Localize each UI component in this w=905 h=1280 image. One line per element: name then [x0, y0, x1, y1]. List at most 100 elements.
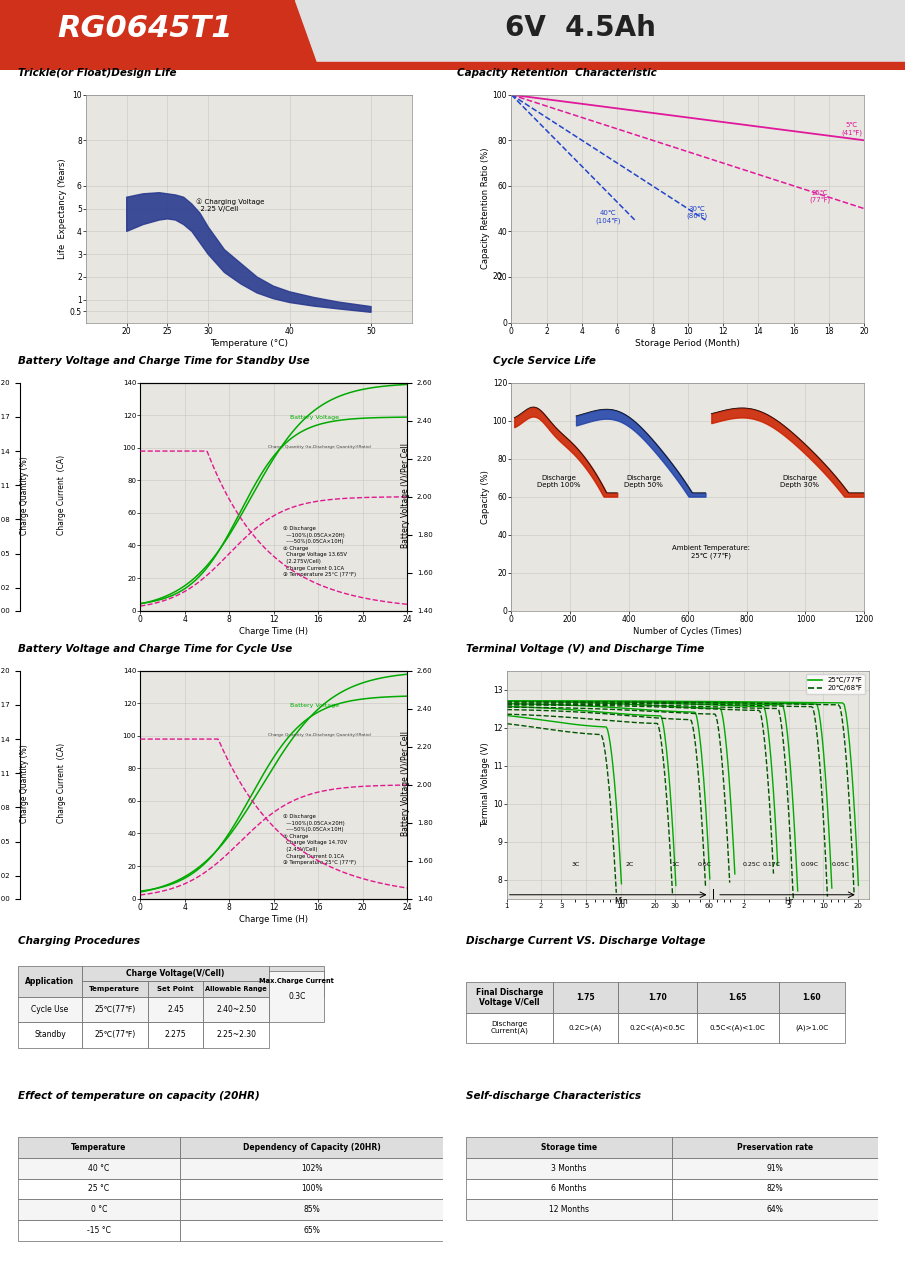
- Text: 0 °C: 0 °C: [90, 1204, 107, 1215]
- Y-axis label: Capacity Retention Ratio (%): Capacity Retention Ratio (%): [481, 148, 490, 269]
- Bar: [672, 1138, 878, 1158]
- Text: Hr: Hr: [785, 897, 794, 906]
- Bar: [18, 1138, 180, 1158]
- Text: 40℃
(104℉): 40℃ (104℉): [595, 210, 621, 224]
- Text: Charge Quantity (to-Discharge Quantity)(Ratio): Charge Quantity (to-Discharge Quantity)(…: [268, 733, 371, 737]
- Text: 2.45: 2.45: [167, 1005, 184, 1014]
- Text: Charge Quantity (to-Discharge Quantity)(Ratio): Charge Quantity (to-Discharge Quantity)(…: [268, 445, 371, 449]
- Text: Discharge
Current(A): Discharge Current(A): [491, 1021, 529, 1034]
- Text: 100%: 100%: [300, 1184, 322, 1193]
- Text: 6 Months: 6 Months: [551, 1184, 586, 1193]
- Text: Charging Procedures: Charging Procedures: [18, 936, 140, 946]
- Bar: [148, 1023, 203, 1048]
- Text: 20: 20: [493, 273, 502, 282]
- Text: 0.6C: 0.6C: [698, 863, 712, 868]
- Text: Set Point: Set Point: [157, 986, 194, 992]
- Text: -15 °C: -15 °C: [87, 1226, 110, 1235]
- Text: 85%: 85%: [303, 1204, 320, 1215]
- Text: 0.17C: 0.17C: [762, 863, 780, 868]
- Text: Ambient Temperature:
25℃ (77℉): Ambient Temperature: 25℃ (77℉): [672, 545, 750, 559]
- Text: 0.25C: 0.25C: [742, 863, 760, 868]
- Bar: [269, 972, 324, 1023]
- Bar: [18, 1158, 180, 1179]
- Bar: [18, 1199, 180, 1220]
- Text: 1.65: 1.65: [729, 993, 748, 1002]
- Bar: [466, 1012, 553, 1043]
- X-axis label: Storage Period (Month): Storage Period (Month): [635, 338, 740, 347]
- Text: 1C: 1C: [671, 863, 680, 868]
- Text: Effect of temperature on capacity (20HR): Effect of temperature on capacity (20HR): [18, 1091, 260, 1101]
- Text: 0.05C: 0.05C: [832, 863, 850, 868]
- Text: Storage time: Storage time: [541, 1143, 597, 1152]
- Bar: [697, 982, 779, 1012]
- Bar: [18, 1179, 180, 1199]
- Bar: [18, 1220, 180, 1240]
- Text: Capacity Retention  Characteristic: Capacity Retention Characteristic: [457, 68, 657, 78]
- Bar: [81, 966, 269, 982]
- Text: 12 Months: 12 Months: [549, 1204, 589, 1215]
- Bar: [466, 1199, 672, 1220]
- Bar: [0, 63, 905, 70]
- Bar: [180, 1220, 443, 1240]
- Bar: [466, 1138, 672, 1158]
- Text: 0.5C<(A)<1.0C: 0.5C<(A)<1.0C: [710, 1024, 766, 1030]
- Bar: [466, 982, 553, 1012]
- Text: 3C: 3C: [571, 863, 579, 868]
- Text: 91%: 91%: [767, 1164, 784, 1172]
- Text: 2.275: 2.275: [165, 1030, 186, 1039]
- Text: Battery Voltage (V)/Per Cell: Battery Voltage (V)/Per Cell: [401, 731, 410, 836]
- Text: Terminal Voltage (V) and Discharge Time: Terminal Voltage (V) and Discharge Time: [466, 644, 704, 654]
- Bar: [203, 982, 269, 997]
- Bar: [180, 1158, 443, 1179]
- Bar: [81, 1023, 148, 1048]
- Text: Cycle Service Life: Cycle Service Life: [493, 356, 596, 366]
- Text: ① Discharge
  —100%(0.05CA×20H)
  ----50%(0.05CA×10H)
② Charge
  Charge Voltage : ① Discharge —100%(0.05CA×20H) ----50%(0.…: [282, 526, 356, 577]
- Text: Self-discharge Characteristics: Self-discharge Characteristics: [466, 1091, 641, 1101]
- Text: Application: Application: [25, 977, 74, 986]
- Text: Discharge
Depth 30%: Discharge Depth 30%: [780, 475, 819, 488]
- Bar: [180, 1199, 443, 1220]
- Text: 25 °C: 25 °C: [89, 1184, 110, 1193]
- Bar: [180, 1138, 443, 1158]
- Text: Standby: Standby: [34, 1030, 66, 1039]
- Bar: [466, 1179, 672, 1199]
- Text: Charge Quantity (%): Charge Quantity (%): [20, 456, 29, 535]
- Text: 102%: 102%: [300, 1164, 322, 1172]
- Text: Charge Current  (CA): Charge Current (CA): [57, 744, 66, 823]
- X-axis label: Charge Time (H): Charge Time (H): [239, 626, 309, 635]
- Text: Battery Voltage (V)/Per Cell: Battery Voltage (V)/Per Cell: [401, 443, 410, 548]
- Text: Cycle Use: Cycle Use: [32, 1005, 69, 1014]
- Text: Charge Quantity (%): Charge Quantity (%): [20, 744, 29, 823]
- Text: Temperature: Temperature: [90, 986, 140, 992]
- X-axis label: Number of Cycles (Times): Number of Cycles (Times): [634, 626, 742, 635]
- Bar: [466, 1158, 672, 1179]
- Text: 0.3C: 0.3C: [288, 992, 305, 1001]
- Text: Temperature: Temperature: [71, 1143, 127, 1152]
- Bar: [18, 997, 81, 1023]
- Polygon shape: [295, 0, 905, 70]
- Text: Trickle(or Float)Design Life: Trickle(or Float)Design Life: [18, 68, 176, 78]
- Bar: [148, 997, 203, 1023]
- Text: Discharge
Depth 50%: Discharge Depth 50%: [624, 475, 663, 488]
- Text: 65%: 65%: [303, 1226, 320, 1235]
- Bar: [553, 1012, 618, 1043]
- Text: 2.25~2.30: 2.25~2.30: [216, 1030, 256, 1039]
- Text: 40 °C: 40 °C: [89, 1164, 110, 1172]
- Bar: [697, 1012, 779, 1043]
- Text: 2.40~2.50: 2.40~2.50: [216, 1005, 256, 1014]
- Text: 25℃(77℉): 25℃(77℉): [94, 1030, 136, 1039]
- Text: Discharge Current VS. Discharge Voltage: Discharge Current VS. Discharge Voltage: [466, 936, 706, 946]
- Bar: [81, 982, 148, 997]
- Text: 0.2C>(A): 0.2C>(A): [569, 1024, 602, 1030]
- Text: Charge Current  (CA): Charge Current (CA): [57, 456, 66, 535]
- Text: RG0645T1: RG0645T1: [57, 14, 233, 42]
- Bar: [553, 982, 618, 1012]
- Bar: [18, 1023, 81, 1048]
- Bar: [618, 982, 697, 1012]
- Text: 64%: 64%: [767, 1204, 784, 1215]
- Text: 25℃
(77℉): 25℃ (77℉): [810, 189, 831, 204]
- Text: 5℃
(41℉): 5℃ (41℉): [842, 122, 862, 136]
- Bar: [672, 1179, 878, 1199]
- Bar: [672, 1199, 878, 1220]
- Bar: [269, 966, 324, 997]
